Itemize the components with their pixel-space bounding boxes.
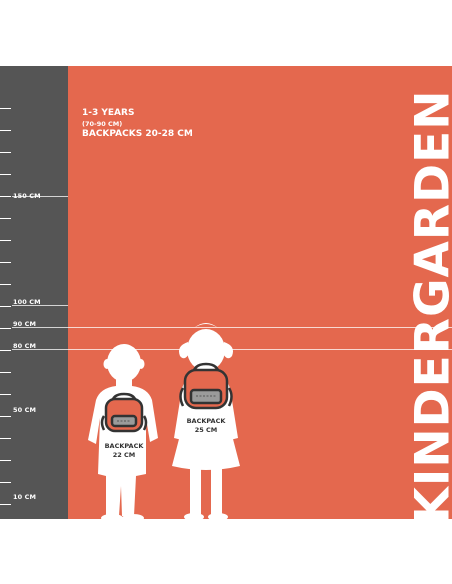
- ruler-tick: [0, 372, 11, 373]
- ruler-tick: [0, 394, 11, 395]
- large-backpack-label: BACKPACK 25 CM: [176, 417, 236, 435]
- ruler-tick: [0, 262, 11, 263]
- large-backpack-icon: [179, 362, 233, 410]
- kindergarden-size-chart: 150 CM 100 CM 90 CM 80 CM 50 CM 10 CM 1-…: [0, 66, 452, 519]
- ruler-tick: [0, 438, 11, 439]
- small-backpack-icon: [100, 392, 148, 433]
- ruler-tick: [0, 284, 11, 285]
- ruler-tick: [0, 350, 11, 351]
- ruler-tick: [0, 174, 11, 175]
- small-backpack-label: BACKPACK 22 CM: [94, 442, 154, 460]
- ruler-label-90: 90 CM: [13, 320, 37, 328]
- large-backpack-label-line1: BACKPACK: [186, 417, 226, 425]
- ruler-tick: [0, 504, 11, 505]
- ruler-tick: [0, 240, 11, 241]
- ruler-tick: [0, 130, 11, 131]
- ruler-tick: [0, 306, 11, 307]
- large-backpack-label-line2: 25 CM: [194, 426, 218, 434]
- ruler-tick: [0, 108, 11, 109]
- guide-line-150: [12, 196, 68, 197]
- ruler-label-10: 10 CM: [13, 493, 37, 501]
- ruler-label-80: 80 CM: [13, 342, 37, 350]
- backpack-range-heading: BACKPACKS 20-28 CM: [82, 129, 193, 139]
- small-backpack-label-line2: 22 CM: [112, 451, 136, 459]
- ruler-tick: [0, 416, 11, 417]
- ruler-tick: [0, 218, 11, 219]
- ruler-tick: [0, 482, 11, 483]
- children-silhouettes: [88, 323, 240, 519]
- small-backpack-label-line1: BACKPACK: [104, 442, 144, 450]
- height-ruler: 150 CM 100 CM 90 CM 80 CM 50 CM 10 CM: [0, 66, 68, 519]
- ruler-tick: [0, 196, 11, 197]
- height-range-heading: (70-90 CM): [82, 120, 123, 128]
- ruler-tick: [0, 328, 11, 329]
- guide-line-90: [12, 327, 452, 328]
- ruler-tick: [0, 460, 11, 461]
- ruler-label-100: 100 CM: [13, 298, 41, 306]
- ruler-tick: [0, 152, 11, 153]
- ruler-label-50: 50 CM: [13, 406, 37, 414]
- guide-line-100: [12, 305, 68, 306]
- age-heading: 1-3 YEARS: [82, 108, 135, 118]
